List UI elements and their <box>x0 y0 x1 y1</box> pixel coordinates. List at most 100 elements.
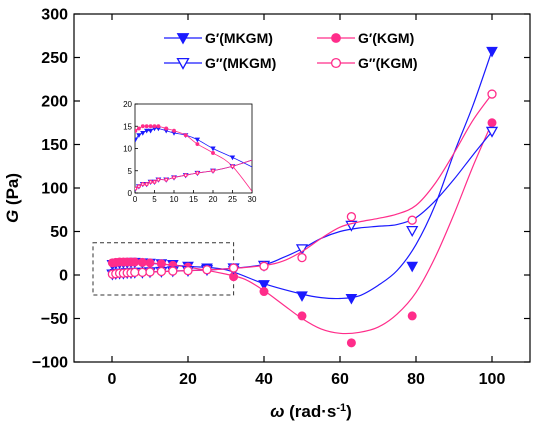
inset-data-point <box>183 133 188 138</box>
inset-y-tick-label: 20 <box>123 100 132 109</box>
data-point <box>156 259 166 269</box>
inset-data-point <box>210 146 216 152</box>
data-point <box>228 263 239 273</box>
legend-label: G″(KGM) <box>358 55 418 71</box>
inset-frame <box>134 103 253 194</box>
inset-data-point <box>211 151 215 155</box>
inset-series-group <box>135 124 252 192</box>
data-point <box>145 267 155 277</box>
inset-data-point <box>140 182 145 187</box>
legend-entry-3: G″(KGM) <box>317 55 418 71</box>
y-tick-label: 200 <box>41 94 68 111</box>
inset-data-point <box>156 124 161 129</box>
data-point <box>296 291 308 302</box>
inset-data-point <box>195 142 200 146</box>
data-point <box>486 46 498 58</box>
inset-y-tick-label: 10 <box>123 145 132 154</box>
inset-data-point <box>172 128 176 133</box>
inset-data-point <box>148 179 153 184</box>
data-point <box>407 215 417 225</box>
data-point <box>259 287 269 297</box>
zoom-region-box <box>92 242 235 296</box>
data-point <box>258 280 270 291</box>
inset-data-point <box>194 137 201 143</box>
inset-data-point <box>147 128 154 134</box>
inset-data-point <box>140 130 146 136</box>
data-point <box>487 89 497 99</box>
legend-entry-0: G′(MKGM) <box>164 30 273 46</box>
inset-data-point <box>135 137 139 143</box>
inset-data-point <box>140 124 145 129</box>
legend-marker <box>330 57 342 69</box>
data-point <box>259 261 269 271</box>
x-tick-label: 20 <box>179 371 197 388</box>
data-point <box>183 265 193 276</box>
inset-data-point <box>152 179 157 184</box>
legend-label: G′(MKGM) <box>205 30 273 46</box>
y-tick-label: −50 <box>41 311 68 328</box>
inset-data-point <box>148 124 153 129</box>
legend-entry-2: G″(MKGM) <box>164 55 276 71</box>
inset-x-tick-label: 15 <box>189 195 198 204</box>
inset-data-point <box>183 173 188 178</box>
data-point <box>487 118 497 128</box>
data-point <box>137 267 148 278</box>
inset-data-point <box>136 126 141 131</box>
data-point <box>485 126 499 138</box>
inset-data-point <box>156 177 161 182</box>
inset-data-point <box>171 175 177 180</box>
y-tick-label: 50 <box>50 224 68 241</box>
inset-data-point <box>164 177 169 182</box>
x-tick-label: 80 <box>407 371 425 388</box>
inset-x-tick-label: 20 <box>209 195 218 204</box>
data-point <box>406 261 419 273</box>
data-point <box>406 225 419 237</box>
legend-label: G″(MKGM) <box>205 55 276 71</box>
data-point <box>346 212 357 222</box>
inset-x-tick-label: 5 <box>152 195 157 204</box>
inset-data-point <box>144 124 149 129</box>
series-curve <box>111 93 493 275</box>
data-point <box>137 257 147 267</box>
inset-y-tick-label: 5 <box>128 167 133 176</box>
inset-y-tick-label: 15 <box>123 122 132 131</box>
inset-data-point <box>152 124 157 129</box>
data-point <box>145 258 155 268</box>
data-point <box>346 338 356 348</box>
inset-x-tick-label: 10 <box>170 195 179 204</box>
inset-data-point <box>229 155 236 161</box>
legend-entry-1: G′(KGM) <box>317 30 414 46</box>
data-point <box>297 311 307 321</box>
inset-data-point <box>210 168 216 173</box>
y-axis-label: G (Pa) <box>3 173 22 223</box>
series-3 <box>107 89 497 279</box>
inset-data-point <box>135 128 138 133</box>
y-tick-label: 100 <box>41 181 68 198</box>
y-tick-label: 150 <box>41 137 68 154</box>
data-point <box>407 311 417 321</box>
legend-marker <box>176 57 190 70</box>
inset-data-point <box>136 184 141 189</box>
legend-marker <box>176 33 190 45</box>
data-point <box>130 267 140 278</box>
legend-marker <box>331 33 341 43</box>
inset-data-point <box>135 186 138 191</box>
x-tick-label: 60 <box>331 371 349 388</box>
y-tick-label: 300 <box>41 7 68 24</box>
y-tick-label: 250 <box>41 50 68 67</box>
inset-data-point <box>230 164 235 169</box>
inset-data-point <box>195 170 200 176</box>
data-point <box>156 266 167 277</box>
data-point <box>168 266 178 276</box>
data-point <box>297 252 307 263</box>
inset-data-point <box>144 128 150 134</box>
inset-data-point <box>144 182 149 187</box>
x-tick-label: 100 <box>479 371 506 388</box>
inset-data-point <box>164 126 169 131</box>
inset-x-tick-label: 30 <box>248 195 257 204</box>
inset-y-tick-label: 0 <box>128 189 133 198</box>
y-tick-label: −100 <box>32 355 68 372</box>
inset-x-tick-label: 0 <box>133 195 138 204</box>
